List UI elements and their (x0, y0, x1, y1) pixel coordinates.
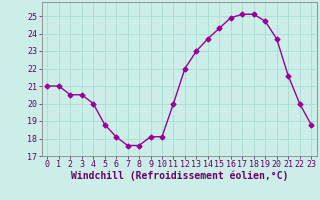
X-axis label: Windchill (Refroidissement éolien,°C): Windchill (Refroidissement éolien,°C) (70, 171, 288, 181)
